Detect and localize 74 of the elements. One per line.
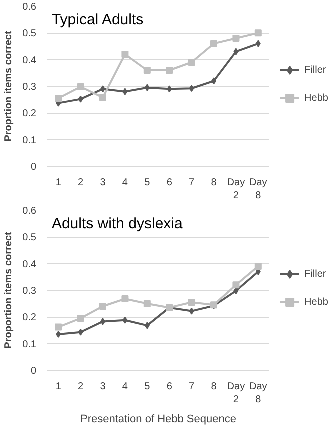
- y-tick-label: 0.3: [22, 82, 37, 93]
- x-tick-label: 4: [122, 382, 128, 392]
- point: [100, 94, 106, 102]
- point: [55, 324, 62, 331]
- x-tick-label: Day 2: [227, 178, 246, 202]
- point: [166, 67, 174, 74]
- point: [254, 30, 262, 37]
- y-tick-label: 0.6: [22, 206, 37, 217]
- y-tick-label: 0.5: [22, 232, 37, 244]
- x-tick-label: 8: [211, 382, 218, 392]
- y-tick-label: 0.4: [22, 55, 37, 66]
- point: [78, 96, 84, 103]
- point: [144, 67, 151, 74]
- point: [144, 300, 151, 308]
- y-tick-label: 0.5: [22, 28, 37, 40]
- x-tick-label: 2: [78, 178, 84, 188]
- point: [78, 328, 84, 336]
- point: [256, 40, 261, 48]
- point: [122, 51, 129, 58]
- point: [77, 315, 84, 322]
- legend-label: Hebb: [304, 296, 328, 308]
- chart-title: Adults with dyslexia: [52, 216, 184, 232]
- y-tick-label: 0.3: [22, 286, 37, 297]
- y-tick-label: 0: [30, 162, 37, 173]
- x-tick-label: Day 8: [250, 178, 268, 202]
- legend-label: Hebb: [304, 92, 328, 104]
- point: [234, 288, 239, 295]
- point: [144, 322, 150, 330]
- point: [189, 85, 194, 92]
- point: [56, 331, 62, 338]
- x-tick-label: 2: [78, 382, 84, 392]
- point: [55, 95, 62, 102]
- x-tick-label: 6: [166, 382, 173, 392]
- y-axis-title: Proprtion items correct: [4, 30, 15, 142]
- x-tick-label: 3: [100, 382, 106, 392]
- y-tick-label: 0: [30, 366, 37, 377]
- point: [189, 308, 194, 315]
- point: [122, 296, 129, 303]
- x-tick-label: Day 2: [227, 382, 246, 406]
- point: [122, 88, 128, 96]
- point: [232, 282, 240, 289]
- x-tick-label: 1: [56, 382, 62, 392]
- point: [77, 84, 84, 91]
- legend-label: Filler: [304, 268, 326, 280]
- y-tick-label: 0.1: [22, 135, 37, 146]
- y-tick-label: 0.1: [22, 339, 37, 350]
- x-tick-label: 5: [144, 382, 151, 392]
- legend-label: Filler: [304, 64, 326, 76]
- point: [232, 35, 240, 42]
- x-tick-label: 7: [189, 382, 196, 392]
- x-tick-label: 4: [122, 178, 128, 188]
- x-tick-label: 1: [56, 178, 62, 188]
- y-axis-title: Proportion items correct: [4, 231, 15, 349]
- x-tick-label: Day 8: [250, 382, 268, 406]
- point: [144, 84, 150, 92]
- point: [122, 316, 128, 324]
- x-tick-label: 3: [100, 178, 106, 188]
- y-tick-label: 0.2: [22, 108, 37, 120]
- x-tick-label: 6: [166, 178, 173, 188]
- y-tick-label: 0.4: [22, 259, 37, 270]
- x-axis-title: Presentation of Hebb Sequence: [80, 414, 236, 426]
- x-tick-label: 7: [189, 178, 196, 188]
- y-tick-label: 0.2: [22, 312, 37, 324]
- point: [254, 263, 262, 270]
- point: [167, 86, 172, 93]
- x-tick-label: 5: [144, 178, 151, 188]
- chart-title: Typical Adults: [52, 12, 144, 28]
- y-tick-label: 0.6: [22, 2, 37, 13]
- point: [234, 48, 239, 56]
- point: [210, 40, 218, 48]
- x-tick-label: 8: [211, 178, 218, 188]
- point: [188, 59, 196, 66]
- point: [188, 299, 196, 306]
- point: [100, 303, 106, 310]
